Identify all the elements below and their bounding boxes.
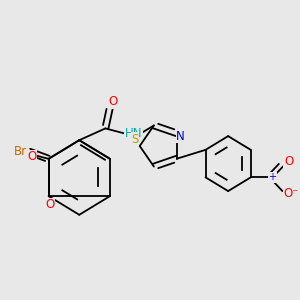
Text: S: S <box>131 133 139 146</box>
Text: O: O <box>27 150 37 163</box>
Text: O⁻: O⁻ <box>283 187 298 200</box>
Text: N: N <box>176 130 185 143</box>
Text: HN: HN <box>124 127 142 140</box>
Text: O: O <box>45 199 54 212</box>
Text: O: O <box>284 155 294 168</box>
Text: O: O <box>108 95 118 108</box>
Text: Br: Br <box>14 146 27 158</box>
Text: +: + <box>268 172 276 182</box>
